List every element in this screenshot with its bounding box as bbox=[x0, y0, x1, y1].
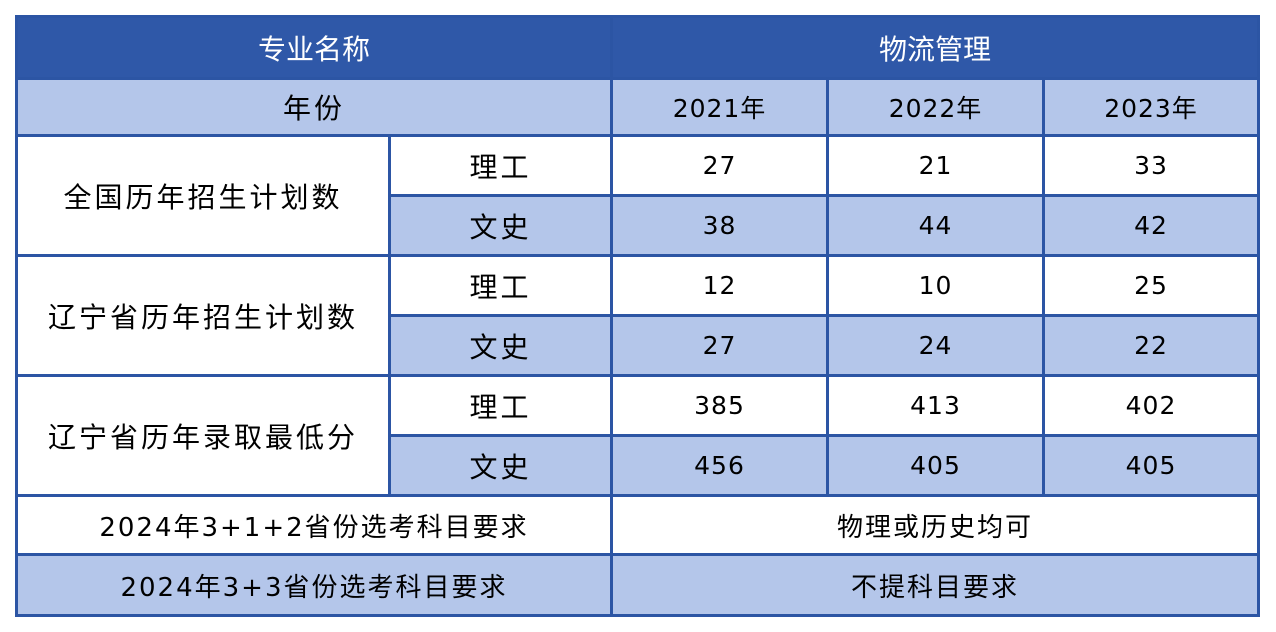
subject-type: 文史 bbox=[391, 317, 610, 374]
value-cell: 12 bbox=[613, 257, 826, 314]
value-cell: 33 bbox=[1045, 137, 1257, 194]
value-cell: 413 bbox=[829, 377, 1042, 434]
group-title-liaoning-plan: 辽宁省历年招生计划数 bbox=[18, 257, 388, 374]
value-cell: 456 bbox=[613, 437, 826, 494]
subject-type: 理工 bbox=[391, 257, 610, 314]
requirement-label-33: 2024年3+3省份选考科目要求 bbox=[18, 556, 610, 614]
value-cell: 10 bbox=[829, 257, 1042, 314]
year-2023: 2023年 bbox=[1045, 80, 1257, 134]
requirement-value-312: 物理或历史均可 bbox=[613, 497, 1257, 553]
subject-type: 文史 bbox=[391, 437, 610, 494]
value-cell: 27 bbox=[613, 137, 826, 194]
value-cell: 21 bbox=[829, 137, 1042, 194]
value-cell: 44 bbox=[829, 197, 1042, 254]
subject-type: 文史 bbox=[391, 197, 610, 254]
value-cell: 38 bbox=[613, 197, 826, 254]
year-2022: 2022年 bbox=[829, 80, 1042, 134]
group-title-national-plan: 全国历年招生计划数 bbox=[18, 137, 388, 254]
value-cell: 402 bbox=[1045, 377, 1257, 434]
value-cell: 27 bbox=[613, 317, 826, 374]
major-name-label: 专业名称 bbox=[18, 18, 610, 77]
year-2021: 2021年 bbox=[613, 80, 826, 134]
group-title-liaoning-min-score: 辽宁省历年录取最低分 bbox=[18, 377, 388, 494]
subject-type: 理工 bbox=[391, 377, 610, 434]
value-cell: 25 bbox=[1045, 257, 1257, 314]
admission-table: 专业名称 物流管理 年份 2021年 2022年 2023年 全国历年招生计划数… bbox=[15, 15, 1260, 617]
value-cell: 22 bbox=[1045, 317, 1257, 374]
requirement-label-312: 2024年3+1+2省份选考科目要求 bbox=[18, 497, 610, 553]
value-cell: 385 bbox=[613, 377, 826, 434]
value-cell: 405 bbox=[1045, 437, 1257, 494]
value-cell: 405 bbox=[829, 437, 1042, 494]
value-cell: 42 bbox=[1045, 197, 1257, 254]
major-name-value: 物流管理 bbox=[613, 18, 1257, 77]
value-cell: 24 bbox=[829, 317, 1042, 374]
year-label: 年份 bbox=[18, 80, 610, 134]
subject-type: 理工 bbox=[391, 137, 610, 194]
requirement-value-33: 不提科目要求 bbox=[613, 556, 1257, 614]
